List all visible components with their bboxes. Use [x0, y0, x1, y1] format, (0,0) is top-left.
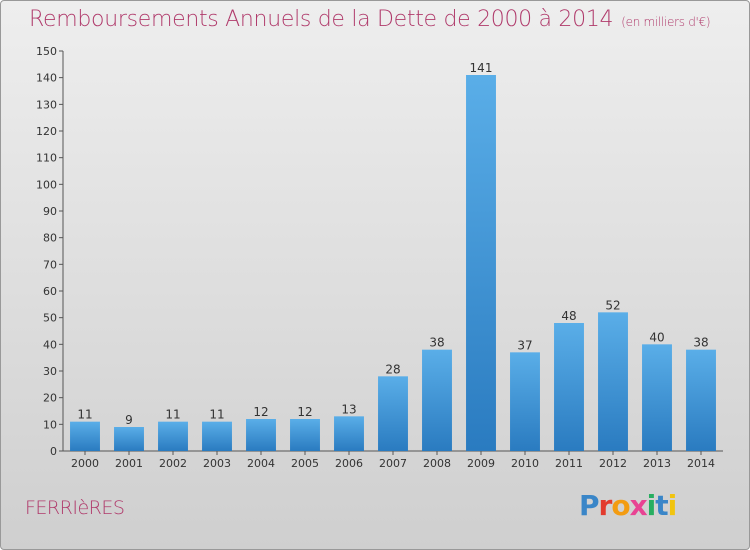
bar: [158, 421, 188, 451]
y-tick-label: 20: [43, 392, 57, 405]
bar: [510, 352, 540, 451]
y-tick-label: 40: [43, 338, 57, 351]
bar-value-label: 48: [561, 309, 576, 323]
bar: [202, 421, 232, 451]
x-tick-label: 2005: [291, 457, 319, 470]
bar: [334, 416, 364, 451]
bar: [422, 349, 452, 451]
bar-value-label: 11: [165, 408, 180, 422]
x-tick-label: 2013: [643, 457, 671, 470]
bar: [598, 312, 628, 451]
bar: [378, 376, 408, 451]
bar: [114, 427, 144, 451]
bar-value-label: 52: [605, 298, 620, 312]
chart-unit: (en milliers d'€): [621, 15, 711, 29]
y-tick-label: 140: [36, 72, 57, 85]
x-tick-label: 2003: [203, 457, 231, 470]
bar: [554, 323, 584, 451]
x-tick-label: 2011: [555, 457, 583, 470]
y-tick-label: 90: [43, 205, 57, 218]
x-tick-label: 2007: [379, 457, 407, 470]
x-tick-label: 2002: [159, 457, 187, 470]
bar-value-label: 28: [385, 362, 400, 376]
chart-title: Remboursements Annuels de la Dette de 20…: [29, 7, 711, 32]
bar-value-label: 38: [429, 336, 444, 350]
y-tick-label: 50: [43, 312, 57, 325]
bar-value-label: 37: [517, 338, 532, 352]
logo-letter: r: [598, 489, 613, 522]
y-tick-label: 0: [50, 445, 57, 458]
bar: [466, 75, 496, 451]
bar-value-label: 141: [470, 61, 493, 75]
x-tick-label: 2001: [115, 457, 143, 470]
y-tick-label: 100: [36, 178, 57, 191]
bar: [686, 349, 716, 451]
x-tick-label: 2012: [599, 457, 627, 470]
commune-name: FERRIèRES: [25, 497, 125, 519]
logo-letter: i: [667, 489, 678, 522]
bar: [70, 421, 100, 451]
y-tick-label: 80: [43, 232, 57, 245]
y-tick-label: 150: [36, 45, 57, 58]
bar-value-label: 9: [125, 413, 133, 427]
bar: [642, 344, 672, 451]
x-tick-label: 2008: [423, 457, 451, 470]
x-tick-label: 2009: [467, 457, 495, 470]
chart-title-text: Remboursements Annuels de la Dette de 20…: [29, 7, 614, 32]
logo-letter: i: [646, 489, 657, 522]
y-tick-label: 10: [43, 418, 57, 431]
bar-value-label: 11: [209, 408, 224, 422]
bar-value-label: 11: [77, 408, 92, 422]
y-tick-label: 120: [36, 125, 57, 138]
x-tick-label: 2014: [687, 457, 715, 470]
bar: [290, 419, 320, 451]
bar-value-label: 13: [341, 402, 356, 416]
logo-letter: x: [629, 489, 648, 522]
logo-letter: P: [579, 489, 600, 522]
bar-value-label: 12: [297, 405, 312, 419]
x-tick-label: 2004: [247, 457, 275, 470]
logo-letter: o: [611, 489, 630, 522]
x-tick-label: 2006: [335, 457, 363, 470]
proxiti-logo[interactable]: Proxiti: [579, 489, 678, 522]
y-tick-label: 70: [43, 258, 57, 271]
logo-letter: t: [655, 489, 668, 522]
y-tick-label: 60: [43, 285, 57, 298]
x-tick-label: 2010: [511, 457, 539, 470]
bar-value-label: 12: [253, 405, 268, 419]
x-tick-label: 2000: [71, 457, 99, 470]
y-tick-label: 110: [36, 152, 57, 165]
y-tick-label: 130: [36, 98, 57, 111]
bar-value-label: 40: [649, 330, 664, 344]
bar-value-label: 38: [693, 336, 708, 350]
y-tick-label: 30: [43, 365, 57, 378]
bar: [246, 419, 276, 451]
